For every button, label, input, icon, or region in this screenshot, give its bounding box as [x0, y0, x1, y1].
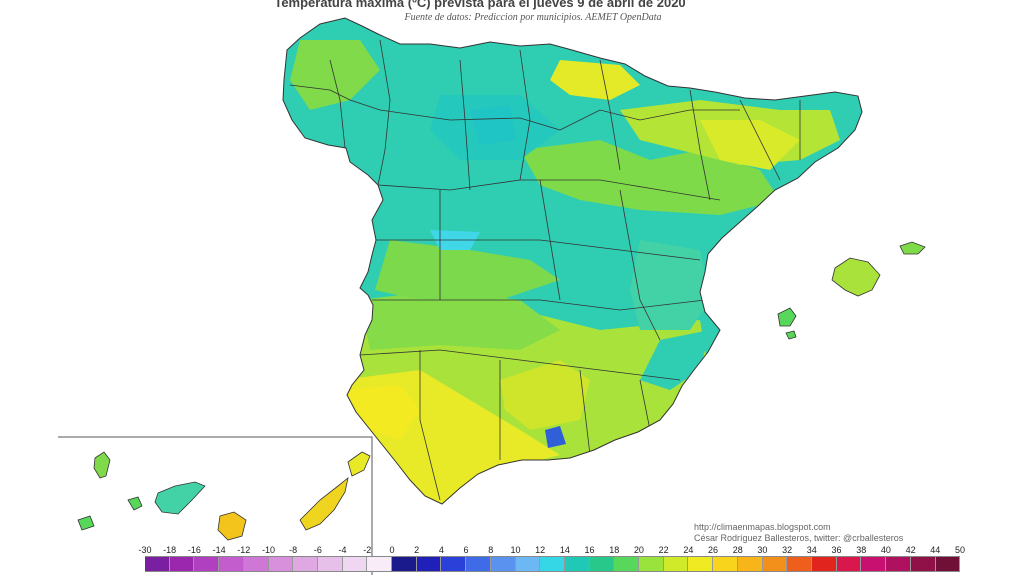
legend-swatch	[811, 557, 837, 571]
legend-tick-label: 0	[389, 545, 395, 555]
legend-tick-label: 40	[880, 545, 891, 555]
legend-tick-label: -8	[289, 545, 298, 555]
legend-swatch	[836, 557, 862, 571]
legend-swatch	[219, 557, 244, 571]
legend-tick-label: 50	[954, 545, 966, 555]
legend-swatch	[639, 557, 664, 571]
map-subtitle: Fuente de datos: Prediccion por municipi…	[404, 12, 662, 23]
legend-swatch	[490, 557, 516, 571]
legend-tick-label: -4	[338, 545, 347, 555]
legend-tick-label: -2	[363, 545, 372, 555]
legend-tick-label: -14	[212, 545, 226, 555]
legend-swatch	[564, 557, 590, 571]
legend-tick-label: 44	[930, 545, 941, 555]
legend-tick-label: 16	[584, 545, 595, 555]
legend-tick-label: 38	[856, 545, 867, 555]
legend-tick-label: -10	[261, 545, 275, 555]
legend-tick-label: 24	[683, 545, 694, 555]
legend-swatch	[787, 557, 812, 571]
legend-swatch	[910, 557, 936, 571]
legend-swatch	[737, 557, 763, 571]
legend-swatch	[935, 557, 961, 571]
legend-tick-label: 22	[658, 545, 669, 555]
legend-tick-label: 36	[831, 545, 842, 555]
legend-swatch	[342, 557, 368, 571]
legend-swatch	[268, 557, 294, 571]
legend-tick-label: 4	[438, 545, 444, 555]
legend-swatch	[441, 557, 467, 571]
legend-tick-label: 30	[757, 545, 768, 555]
legend-swatch	[317, 557, 343, 571]
legend-swatch	[243, 557, 269, 571]
legend-tick-label: -30	[138, 545, 152, 555]
legend-tick-label: -6	[313, 545, 322, 555]
legend-tick-label: 26	[708, 545, 719, 555]
legend-tick-label: -18	[163, 545, 177, 555]
legend-tick-label: 10	[510, 545, 521, 555]
balearic-islands	[777, 241, 926, 340]
legend-tick-label: 34	[806, 545, 817, 555]
legend-swatch	[515, 557, 541, 571]
legend-swatch	[194, 557, 220, 571]
legend-swatch	[688, 557, 714, 571]
canary-islands-inset	[58, 436, 373, 575]
legend-tick-label: 2	[414, 545, 420, 555]
credit-author: César Rodríguez Ballesteros, twitter: @c…	[694, 533, 904, 543]
legend-tick-label: 32	[782, 545, 793, 555]
legend-tick-label: 18	[609, 545, 620, 555]
map-title: Temperatura máxima (ºC) prevista para el…	[274, 0, 686, 10]
legend-tick-label: 6	[463, 545, 469, 555]
legend-swatch	[861, 557, 887, 571]
legend-swatch	[169, 557, 195, 571]
credit-url[interactable]: http://climaenmapas.blogspot.com	[694, 522, 831, 532]
legend-swatch	[367, 557, 393, 571]
legend-swatch	[762, 557, 788, 571]
legend-tick-label: 42	[905, 545, 916, 555]
peninsula-temperature-field	[282, 17, 863, 505]
legend-swatch	[713, 557, 738, 571]
legend-swatch	[145, 557, 170, 571]
legend-swatch	[886, 557, 911, 571]
legend-tick-label: -12	[237, 545, 251, 555]
legend-swatch	[614, 557, 640, 571]
legend-tick-labels: -30 -18 -16 -14 -12 -10 -8 -6 -4 -2 0 2 4 6 8 10 12 14 16 1…	[138, 545, 965, 556]
legend-swatch	[663, 557, 689, 571]
legend-tick-label: 28	[732, 545, 743, 555]
legend-swatch	[466, 557, 491, 571]
legend-tick-label: 8	[488, 545, 494, 555]
legend-tick-label: 12	[535, 545, 546, 555]
legend-tick-label: 20	[633, 545, 644, 555]
legend-swatch	[540, 557, 565, 571]
credits: http://climaenmapas.blogspot.com César R…	[694, 522, 903, 544]
legend-swatch	[589, 557, 615, 571]
legend-tick-label: -16	[187, 545, 201, 555]
temperature-colorbar	[145, 556, 961, 572]
legend-tick-label: 14	[559, 545, 570, 555]
legend-swatch	[392, 557, 417, 571]
legend-swatch	[293, 557, 318, 571]
legend-swatch	[416, 557, 442, 571]
